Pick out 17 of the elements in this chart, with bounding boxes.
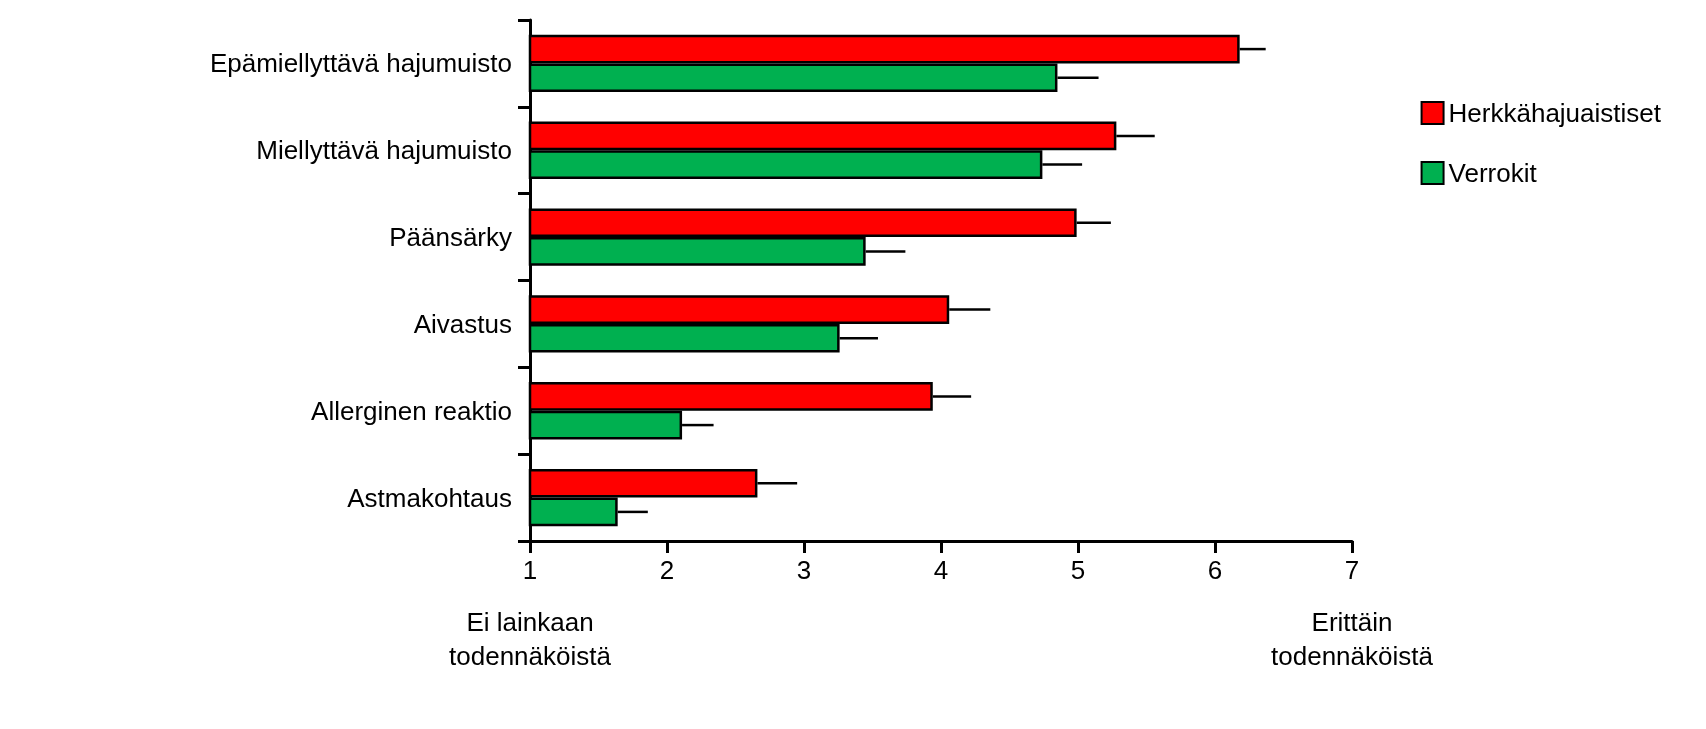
x-tick-label: 4 <box>933 555 949 585</box>
x-tick-label: 2 <box>659 555 675 585</box>
x-tick-label: 5 <box>1070 555 1086 585</box>
y-tick-label: Epämiellyttävä hajumuisto <box>209 48 512 79</box>
y-tick-label: Aivastus <box>413 308 512 339</box>
y-tick-label: Päänsärky <box>389 222 512 253</box>
y-tick-label: Allerginen reaktio <box>311 395 512 426</box>
legend-label: Verrokit <box>1448 158 1538 188</box>
x-tick-label: 1 <box>522 555 538 585</box>
legend-label: Herkkähajuaistiset <box>1448 98 1662 128</box>
x-tick-label: 3 <box>796 555 812 585</box>
x-tick-label: 7 <box>1344 555 1360 585</box>
x-tick-label: 6 <box>1207 555 1223 585</box>
y-tick-label: Miellyttävä hajumuisto <box>256 135 512 166</box>
text: Erittäin todennäköistä <box>1271 607 1434 671</box>
text: Ei lainkaan todennäköistä <box>449 607 612 671</box>
y-tick-label: Astmakohtaus <box>347 482 512 513</box>
